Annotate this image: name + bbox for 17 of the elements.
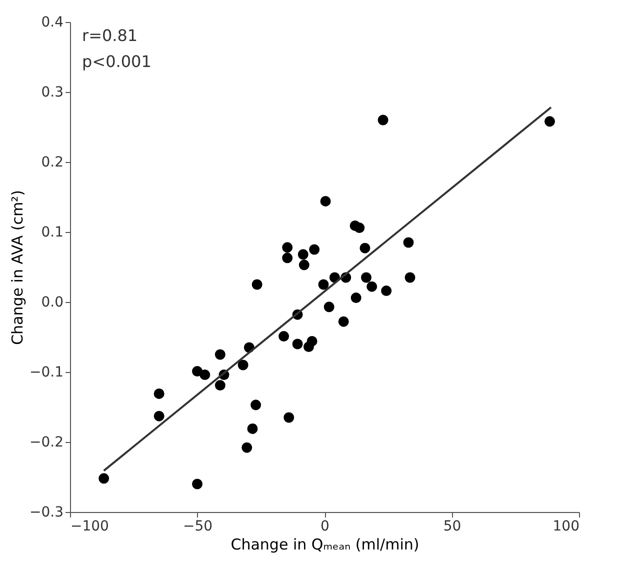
x-tick-label: −100	[70, 518, 109, 534]
y-tick-label: −0.3	[30, 504, 64, 520]
annotation: p<0.001	[82, 52, 152, 71]
x-tick-label: 50	[443, 518, 462, 534]
y-tick-label: −0.1	[30, 364, 64, 380]
y-tick-label: 0.0	[41, 294, 64, 310]
x-tick-label: −50	[182, 518, 213, 534]
y-tick-label: 0.1	[41, 224, 64, 240]
y-tick-label: 0.3	[41, 84, 64, 100]
x-tick-label: 100	[552, 518, 580, 534]
x-tick-label: 0	[320, 518, 330, 534]
y-axis-title: Change in AVA (cm²)	[8, 190, 27, 345]
annotation: r=0.81	[82, 26, 138, 45]
y-tick-label: −0.2	[30, 434, 64, 450]
x-axis-title: Change in Qₘₑₐₙ (ml/min)	[230, 536, 420, 554]
y-tick-label: 0.4	[41, 14, 64, 30]
y-tick-label: 0.2	[41, 154, 64, 170]
